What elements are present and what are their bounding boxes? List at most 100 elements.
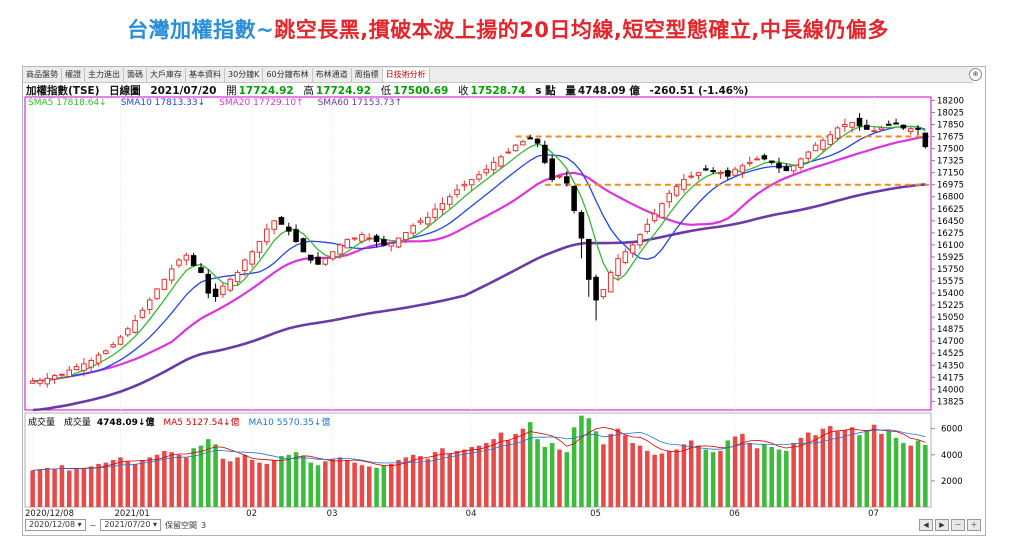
volume-bar bbox=[564, 452, 570, 507]
candle-body bbox=[264, 228, 270, 243]
candle-body bbox=[81, 363, 87, 371]
candle-body bbox=[842, 124, 848, 128]
volume-bar bbox=[140, 460, 145, 507]
volume-bar bbox=[301, 456, 306, 507]
volume-bar bbox=[732, 436, 738, 507]
price-tick-label: 15050 bbox=[937, 313, 964, 323]
volume-bar bbox=[710, 452, 716, 507]
volume-bar bbox=[696, 445, 701, 507]
candle-body bbox=[44, 377, 51, 385]
candle-body bbox=[476, 174, 482, 180]
scroll-left-icon[interactable]: ◀ bbox=[919, 519, 933, 531]
price-tick-label: 15575 bbox=[937, 277, 964, 287]
start-date-select[interactable]: 2020/12/08 ▾ bbox=[25, 519, 86, 531]
high-value: 17724.92 bbox=[315, 85, 372, 97]
volume-bar bbox=[688, 440, 694, 507]
candle-body bbox=[29, 380, 36, 384]
candle-body bbox=[571, 185, 577, 212]
volume-bar bbox=[52, 469, 57, 507]
tab-5[interactable]: 基本資料 bbox=[186, 67, 225, 82]
zoom-icon[interactable]: ⊕ bbox=[969, 68, 982, 81]
low-value: 17500.69 bbox=[393, 85, 449, 97]
volume-bar bbox=[754, 448, 760, 507]
candle-body bbox=[373, 235, 380, 242]
high-label: 高 bbox=[303, 85, 314, 97]
volume-bar bbox=[827, 426, 833, 507]
scroll-right-icon[interactable]: ▶ bbox=[935, 519, 949, 531]
candle-body bbox=[146, 299, 153, 310]
volume-tick-label: 2000 bbox=[941, 477, 963, 487]
headline: 台灣加權指數~跳空長黑,摜破本波上揚的20日均線,短空型態確立,中長線仍偏多 bbox=[0, 14, 1016, 44]
candle-body bbox=[51, 375, 58, 380]
volume-bar bbox=[30, 470, 35, 507]
volume-bar bbox=[59, 465, 65, 507]
candle-body bbox=[907, 128, 914, 133]
candle-body bbox=[520, 141, 526, 146]
x-tick-label: 05 bbox=[590, 509, 601, 519]
candle-body bbox=[505, 151, 512, 154]
tab-8[interactable]: 布林通道 bbox=[313, 67, 352, 82]
volume-bar bbox=[462, 449, 467, 507]
volume-tick-label: 6000 bbox=[941, 425, 963, 435]
volume-bar bbox=[893, 437, 899, 507]
tab-2[interactable]: 主力進出 bbox=[85, 67, 124, 82]
keep-space-value[interactable]: 3 bbox=[201, 520, 207, 530]
zoom-out-icon[interactable]: － bbox=[951, 519, 965, 531]
volume-bar bbox=[118, 457, 123, 507]
candle-body bbox=[190, 255, 197, 267]
candle-body bbox=[695, 172, 702, 176]
tab-6[interactable]: 30分鐘K bbox=[225, 67, 264, 82]
volume-bar bbox=[352, 462, 357, 507]
volume-bar bbox=[571, 427, 577, 507]
volume-bar bbox=[293, 452, 299, 507]
volume-bar bbox=[447, 453, 452, 507]
candle-body bbox=[300, 238, 307, 253]
candle-body bbox=[585, 238, 592, 280]
volume-bar bbox=[396, 460, 401, 507]
volume-bar bbox=[476, 445, 482, 507]
x-tick-label: 07 bbox=[868, 509, 879, 519]
price-tick-label: 18200 bbox=[937, 96, 964, 106]
end-date: 2021/07/20 bbox=[104, 520, 151, 529]
chart-svg: 18200 18025 17850 17675 17500 17325 17150 16975… bbox=[24, 96, 964, 519]
candle-body bbox=[878, 127, 885, 131]
volume-bar bbox=[608, 433, 613, 507]
volume-bar bbox=[776, 449, 782, 507]
candle-body bbox=[366, 237, 373, 240]
ma-legend-item: SMA10 17813.33↓ bbox=[120, 98, 206, 108]
tab-1[interactable]: 權證 bbox=[62, 67, 85, 82]
tab-10[interactable]: 日技術分析 bbox=[382, 67, 430, 82]
tab-3[interactable]: 籌碼 bbox=[124, 67, 147, 82]
symbol-name: 加權指數(TSE) bbox=[26, 85, 100, 97]
volume-bar bbox=[586, 418, 592, 507]
tab-9[interactable]: 周指標 bbox=[352, 67, 383, 82]
candle-body bbox=[644, 223, 651, 232]
candle-body bbox=[798, 158, 804, 168]
volume-bar bbox=[806, 432, 811, 507]
footer-bar: 2020/12/08 ▾ ~ 2021/07/20 ▾ 保留空間 3 bbox=[25, 519, 206, 531]
volume-bar bbox=[154, 454, 160, 507]
end-date-select[interactable]: 2021/07/20 ▾ bbox=[100, 519, 162, 531]
tab-4[interactable]: 大戶庫存 bbox=[147, 67, 186, 82]
volume-bar bbox=[162, 450, 167, 507]
candle-body bbox=[403, 232, 409, 241]
zoom-in-icon[interactable]: ＋ bbox=[967, 519, 981, 531]
tab-0[interactable]: 商品盤勢 bbox=[23, 67, 62, 82]
volume-ma10-line bbox=[32, 429, 926, 471]
volume-bar bbox=[286, 454, 292, 507]
tab-7[interactable]: 60分鐘布林 bbox=[263, 67, 313, 82]
candle-body bbox=[717, 172, 724, 175]
volume-ma5: MA5 5127.54↓億 bbox=[163, 418, 240, 428]
candle-body bbox=[820, 139, 826, 150]
candle-body bbox=[432, 208, 438, 218]
candle-body bbox=[337, 244, 343, 255]
candle-body bbox=[607, 271, 614, 293]
volume-bar bbox=[835, 431, 840, 507]
volume-bar bbox=[271, 460, 277, 507]
candle-body bbox=[534, 138, 541, 144]
volume-bar bbox=[615, 428, 621, 507]
volume-bar bbox=[425, 458, 431, 507]
price-tick-label: 16625 bbox=[937, 205, 964, 215]
volume-bar bbox=[337, 457, 343, 507]
candle-body bbox=[95, 354, 102, 364]
